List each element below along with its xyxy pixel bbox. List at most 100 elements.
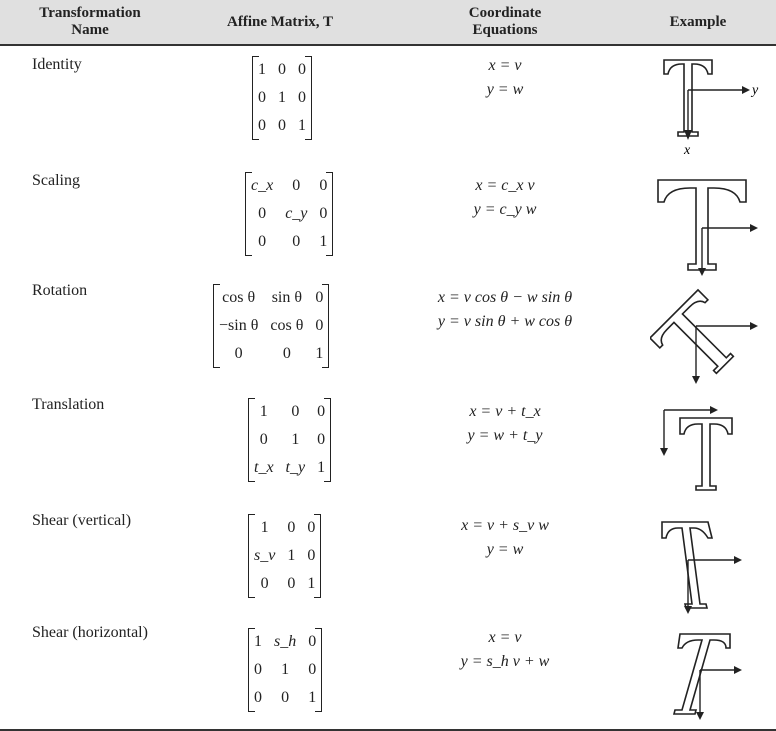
matrix-cell: cos θ <box>222 289 256 306</box>
header-text: Equations <box>472 22 538 38</box>
matrix-cell: t_x <box>254 459 274 476</box>
matrix-grid: 1 s_h 0 0 1 0 0 0 1 <box>248 628 322 712</box>
matrix-cell: 0 <box>291 403 300 420</box>
matrix-bracket-left <box>213 284 220 368</box>
arrowhead-icon <box>684 606 692 614</box>
matrix-cell: 0 <box>234 345 243 362</box>
matrix-cell: 0 <box>258 205 267 222</box>
header-text: Coordinate <box>468 5 542 21</box>
matrix-cell: 0 <box>254 661 262 678</box>
matrix-cell: 1 <box>259 403 268 420</box>
transform-name: Rotation <box>32 282 88 299</box>
matrix-cell: 0 <box>307 519 316 536</box>
matrix-cell: 0 <box>258 117 266 134</box>
arrowhead-icon <box>696 712 704 720</box>
matrix-bracket-right <box>322 284 330 368</box>
header-affine-matrix: Affine Matrix, T <box>180 0 380 44</box>
example-t-shear-horizontal <box>672 633 742 720</box>
arrowhead-icon <box>698 268 706 276</box>
equation-x: x = v <box>488 629 522 646</box>
matrix-bracket-left <box>248 398 255 482</box>
matrix-bracket-left <box>248 628 255 712</box>
header-text: Transformation <box>39 5 141 21</box>
matrix-grid: c_x 0 0 0 c_y 0 0 0 1 <box>245 172 333 256</box>
matrix-cell: 0 <box>292 233 301 250</box>
matrix-cell: 1 <box>281 661 290 678</box>
letter-t-shape <box>657 179 747 271</box>
matrix-cell: 0 <box>287 575 296 592</box>
matrix-cell: 1 <box>254 633 262 650</box>
equation-y: y = w <box>486 541 524 558</box>
matrix-cell: 1 <box>298 117 306 134</box>
equation-x: x = v + t_x <box>469 403 541 420</box>
arrowhead-icon <box>684 130 692 140</box>
matrix-cell: 0 <box>319 205 328 222</box>
equation-y: y = s_h v + w <box>460 653 550 670</box>
header-text: Affine Matrix, T <box>227 13 333 30</box>
equation-x: x = v <box>488 57 522 74</box>
arrowhead-icon <box>734 666 742 674</box>
header-transformation-name: Transformation Name <box>0 0 180 44</box>
matrix-cell: sin θ <box>271 289 303 306</box>
matrix-cell: c_y <box>285 205 308 222</box>
matrix-cell: 0 <box>259 431 268 448</box>
table-row-scaling: Scaling c_x 0 0 0 c_y 0 0 0 1 x = c_x v y = c_… <box>0 160 776 276</box>
header-example: Example <box>620 0 776 44</box>
matrix-bracket-left <box>245 172 252 256</box>
matrix-cell: 0 <box>260 575 269 592</box>
letter-t-shape <box>672 633 731 715</box>
coordinate-equations: x = v y = w <box>400 54 610 102</box>
coordinate-equations: x = v cos θ − w sin θ y = v sin θ + w co… <box>400 286 610 334</box>
example-t-shear-vertical <box>661 521 742 614</box>
table-bottom-rule <box>0 729 776 731</box>
matrix-cell: cos θ <box>270 317 304 334</box>
transform-name: Identity <box>32 56 82 73</box>
table-row-rotation: Rotation cos θ sin θ 0 −sin θ cos θ 0 0 0 1 x … <box>0 276 776 388</box>
transform-name: Shear (vertical) <box>32 512 132 529</box>
matrix-cell: 0 <box>315 317 324 334</box>
matrix-cell: 1 <box>260 519 269 536</box>
arrowhead-icon <box>750 322 758 330</box>
matrix-cell: −sin θ <box>219 317 259 334</box>
matrix-cell: 0 <box>281 689 290 706</box>
arrowhead-icon <box>734 556 742 564</box>
matrix-cell: 1 <box>258 61 266 78</box>
matrix-bracket-left <box>248 514 255 598</box>
affine-matrix: 1 s_h 0 0 1 0 0 0 1 <box>248 628 323 712</box>
matrix-cell: 0 <box>315 289 324 306</box>
arrowhead-icon <box>742 86 750 94</box>
letter-t-shape <box>650 288 735 375</box>
matrix-cell: 1 <box>278 89 286 106</box>
matrix-cell: 0 <box>317 403 326 420</box>
matrix-cell: 0 <box>298 61 306 78</box>
matrix-bracket-right <box>314 514 322 598</box>
matrix-cell: s_h <box>274 633 297 650</box>
example-t-scaled <box>657 179 758 276</box>
letter-t-shape <box>663 59 713 137</box>
matrix-cell: 0 <box>258 233 267 250</box>
coordinate-equations: x = c_x v y = c_y w <box>400 174 610 222</box>
matrix-bracket-right <box>305 56 312 140</box>
matrix-cell: 0 <box>292 177 301 194</box>
equation-x: x = v cos θ − w sin θ <box>437 289 573 306</box>
matrix-cell: s_v <box>254 547 276 564</box>
letter-t-shape <box>679 417 733 491</box>
arrowhead-icon <box>710 406 718 414</box>
coordinate-equations: x = v y = s_h v + w <box>400 626 610 674</box>
equation-x: x = c_x v <box>475 177 535 194</box>
example-t-translated <box>660 406 733 491</box>
matrix-cell: t_y <box>285 459 306 476</box>
matrix-cell: 1 <box>315 345 324 362</box>
matrix-cell: 0 <box>254 689 262 706</box>
transform-name: Shear (horizontal) <box>32 624 148 641</box>
coordinate-equations: x = v + t_x y = w + t_y <box>400 400 610 448</box>
matrix-cell: 0 <box>278 117 286 134</box>
